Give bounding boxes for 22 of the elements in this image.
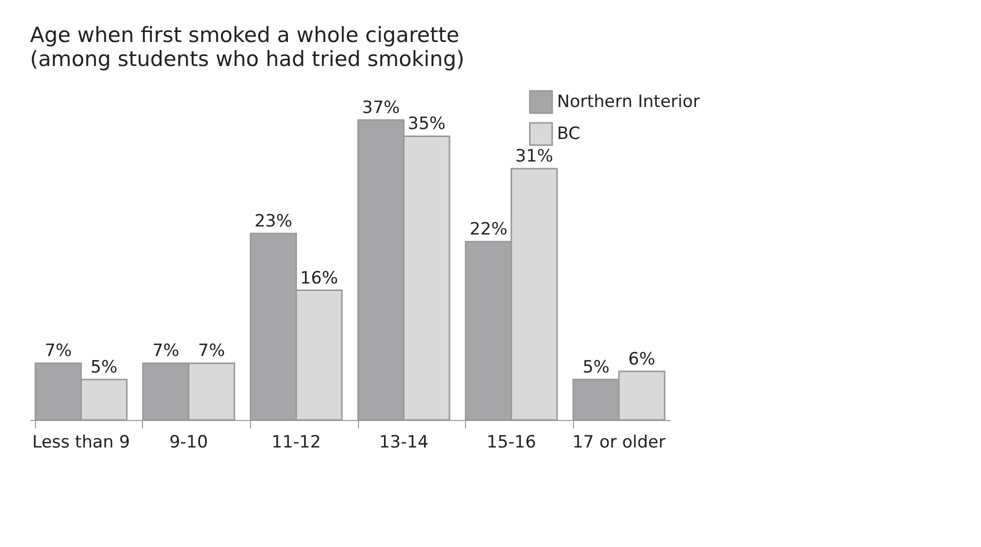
data-label: 5% bbox=[90, 357, 118, 378]
legend-label: Northern Interior bbox=[557, 92, 700, 112]
x-tick-label: 15-16 bbox=[486, 432, 536, 452]
x-tick-label: 9-10 bbox=[169, 432, 208, 452]
data-label: 22% bbox=[470, 220, 508, 240]
data-label: 35% bbox=[408, 114, 446, 134]
data-label: 31% bbox=[515, 146, 554, 167]
data-label: 16% bbox=[300, 268, 338, 288]
data-label: 7% bbox=[152, 341, 180, 362]
x-tick-label: 13-14 bbox=[379, 432, 428, 452]
x-tick-label: 17 or older bbox=[572, 432, 666, 452]
data-label: 6% bbox=[628, 349, 656, 370]
data-label: 7% bbox=[44, 341, 72, 362]
data-label: 37% bbox=[362, 98, 400, 118]
chart-title: Age when first smoked a whole cigarette bbox=[30, 23, 460, 47]
legend-label: BC bbox=[557, 124, 580, 144]
data-label: 23% bbox=[254, 212, 292, 232]
data-label: 7% bbox=[198, 341, 226, 362]
x-tick-label: Less than 9 bbox=[32, 432, 130, 452]
data-label: 5% bbox=[582, 357, 610, 378]
x-tick-label: 11-12 bbox=[272, 432, 321, 452]
chart-subtitle: (among students who had tried smoking) bbox=[30, 47, 464, 71]
